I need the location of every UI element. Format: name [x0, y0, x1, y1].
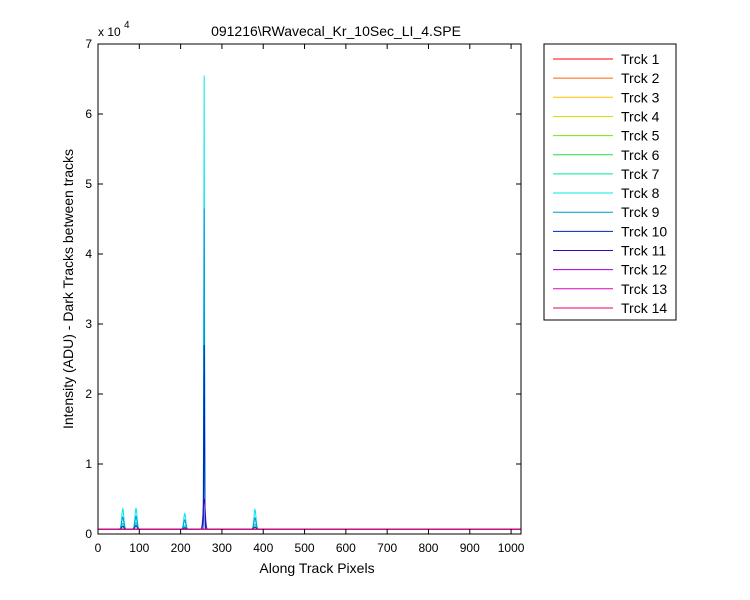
legend-label: Trck 14: [621, 300, 667, 316]
x-tick-label: 100: [129, 541, 149, 555]
x-tick-label: 700: [377, 541, 397, 555]
legend: Trck 1 Trck 2 Trck 3 Trck 4 Trck 5 Trck 6 Trck…: [543, 43, 677, 321]
x-tick-label: 300: [212, 541, 232, 555]
legend-label: Trck 7: [621, 166, 660, 182]
legend-label: Trck 12: [621, 262, 667, 278]
plot-area: [98, 44, 521, 534]
plot-frame: [97, 43, 522, 535]
y-tick-label: 3: [85, 317, 92, 331]
legend-label: Trck 8: [621, 185, 660, 201]
y-tick-label: 7: [85, 37, 92, 51]
legend-label: Trck 6: [621, 147, 660, 163]
legend-label: Trck 2: [621, 70, 660, 86]
y-tick-label: 0: [85, 527, 92, 541]
x-axis-label: Along Track Pixels: [259, 560, 374, 576]
x-tick-label: 600: [336, 541, 356, 555]
legend-label: Trck 11: [621, 243, 666, 259]
y-axis-label: Intensity (ADU) - Dark Tracks between tr…: [60, 149, 76, 429]
legend-label: Trck 13: [621, 281, 667, 297]
y-exponent-base: x 10: [98, 25, 121, 39]
y-tick-label: 5: [85, 177, 92, 191]
x-tick-label: 800: [418, 541, 438, 555]
legend-label: Trck 10: [621, 223, 667, 239]
x-tick-label: 0: [95, 541, 102, 555]
x-tick-label: 200: [171, 541, 191, 555]
x-tick-label: 1000: [498, 541, 525, 555]
y-tick-label: 1: [85, 457, 92, 471]
y-tick-label: 4: [85, 247, 92, 261]
legend-label: Trck 9: [621, 204, 660, 220]
series-layer: [98, 75, 521, 530]
y-axis: 0 1 2 3 4 5 6 7: [85, 37, 521, 541]
y-tick-label: 2: [85, 387, 92, 401]
legend-label: Trck 3: [621, 89, 660, 105]
y-tick-label: 6: [85, 107, 92, 121]
x-tick-label: 400: [253, 541, 273, 555]
legend-items: Trck 1 Trck 2 Trck 3 Trck 4 Trck 5 Trck 6 Trck…: [553, 51, 667, 316]
legend-label: Trck 4: [621, 108, 660, 124]
x-tick-label: 900: [460, 541, 480, 555]
legend-label: Trck 1: [621, 51, 660, 67]
y-exponent-power: 4: [124, 20, 130, 31]
chart-title: 091216\RWavecal_Kr_10Sec_LI_4.SPE: [211, 23, 461, 39]
x-tick-label: 500: [295, 541, 315, 555]
legend-box: [543, 43, 677, 321]
x-axis: 0 100 200 300 400 500 600 700 800 900 1000: [95, 44, 525, 555]
legend-label: Trck 5: [621, 128, 660, 144]
